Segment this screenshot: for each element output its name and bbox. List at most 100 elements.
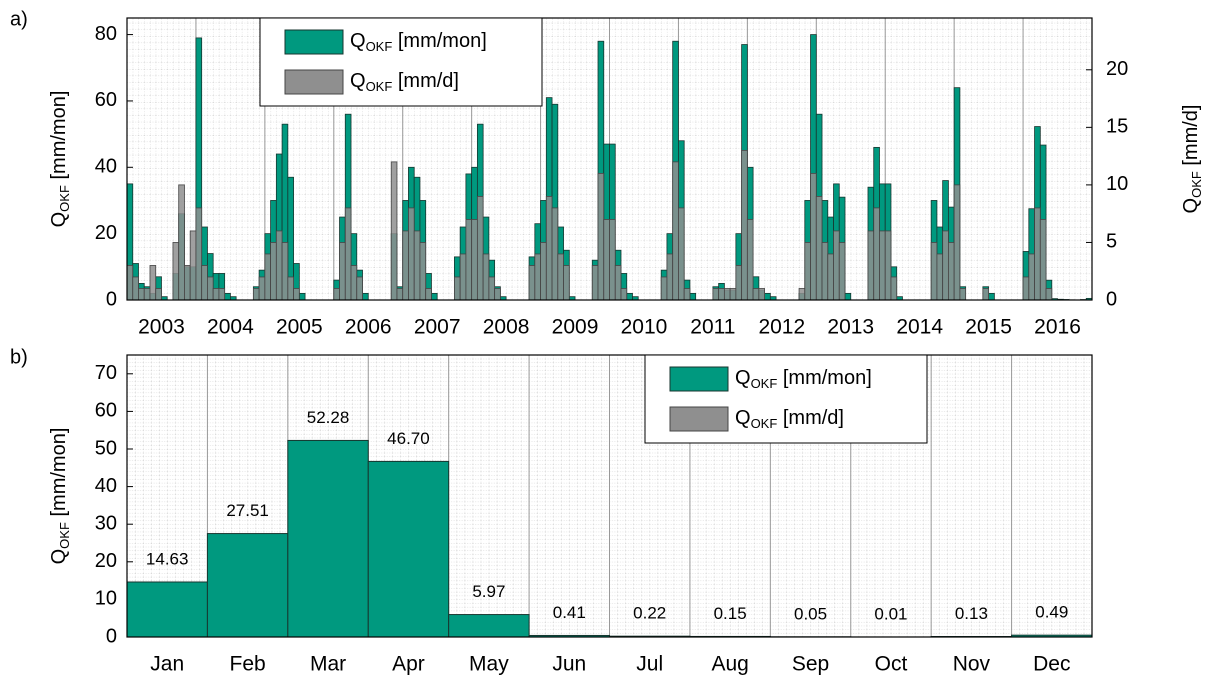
y2-tick-label: 10 [1106, 173, 1128, 195]
daily-bar [282, 242, 288, 300]
bar [449, 615, 529, 637]
daily-bar [610, 219, 616, 300]
bar [127, 582, 207, 637]
daily-bar [426, 288, 432, 300]
value-label: 5.97 [472, 582, 505, 601]
daily-bar [799, 288, 805, 300]
daily-bar [495, 288, 501, 300]
x-tick-label: May [469, 653, 509, 676]
x-tick-label: Oct [875, 653, 908, 676]
x-tick-label: 2012 [758, 316, 805, 339]
daily-bar [213, 288, 219, 300]
monthly-bar [765, 293, 771, 300]
daily-bar [173, 242, 179, 300]
daily-bar [816, 196, 822, 300]
x-tick-label: 2010 [621, 316, 668, 339]
daily-bar [483, 254, 489, 300]
label-unit: [mm/d] [1180, 105, 1202, 172]
daily-bar [414, 231, 420, 300]
y-tick-label: 80 [95, 23, 117, 45]
x-tick-label: Dec [1033, 653, 1070, 676]
daily-bar [730, 288, 736, 300]
x-tick-label: Jun [552, 653, 586, 676]
y2-axis-label: QOKF [mm/d] [1180, 105, 1204, 214]
x-tick-label: Nov [953, 653, 991, 676]
y-tick-label: 70 [95, 362, 117, 384]
daily-bar [719, 288, 725, 300]
daily-bar [179, 185, 185, 300]
daily-bar [759, 288, 765, 300]
daily-bar [345, 208, 351, 300]
daily-bar [678, 208, 684, 300]
y-tick-label: 20 [95, 550, 117, 572]
label-main: Q [350, 30, 366, 52]
y-axis-label: QOKF [mm/mon] [48, 428, 72, 565]
y-tick-label: 40 [95, 475, 117, 497]
daily-bar [271, 242, 277, 300]
daily-bar [673, 162, 679, 300]
daily-bar [408, 208, 414, 300]
bar [288, 440, 368, 637]
daily-bar [667, 254, 673, 300]
label-unit: [mm/mon] [392, 30, 486, 52]
daily-bar [943, 231, 949, 300]
daily-bar [466, 219, 472, 300]
label-main: Q [1180, 198, 1202, 214]
x-tick-label: Aug [711, 653, 748, 676]
daily-bar [1040, 219, 1046, 300]
daily-bar [535, 254, 541, 300]
value-label: 0.41 [553, 603, 586, 622]
daily-bar [334, 288, 340, 300]
y2-tick-label: 20 [1106, 58, 1128, 80]
monthly-bar [989, 293, 995, 300]
daily-bar [592, 265, 598, 300]
daily-bar [954, 185, 960, 300]
y-tick-label: 0 [106, 625, 117, 647]
label-sub: OKF [1189, 171, 1204, 198]
x-tick-label: 2003 [138, 316, 185, 339]
daily-bar [742, 150, 748, 300]
daily-bar [822, 242, 828, 300]
daily-bar [621, 288, 627, 300]
legend-swatch [670, 407, 728, 431]
daily-bar [891, 277, 897, 300]
daily-bar [288, 277, 294, 300]
y-tick-label: 60 [95, 400, 117, 422]
daily-bar [747, 219, 753, 300]
daily-bar [357, 277, 363, 300]
daily-bar [983, 288, 989, 300]
x-tick-label: Jul [636, 653, 663, 676]
daily-bar [1023, 277, 1029, 300]
y-tick-label: 10 [95, 588, 117, 610]
bar [207, 534, 287, 637]
daily-bar [472, 219, 478, 300]
daily-bar [724, 288, 730, 300]
x-tick-label: 2007 [414, 316, 461, 339]
daily-bar [190, 231, 196, 300]
x-tick-label: 2008 [483, 316, 530, 339]
x-tick-label: Apr [392, 653, 425, 676]
value-label: 0.01 [874, 604, 907, 623]
daily-bar [127, 265, 133, 300]
legend-swatch [285, 30, 343, 54]
label-main: Q [48, 212, 70, 228]
value-label: 0.22 [633, 604, 666, 623]
daily-bar [552, 208, 558, 300]
daily-bar [259, 277, 265, 300]
value-label: 0.13 [955, 604, 988, 623]
daily-bar [811, 173, 817, 300]
daily-bar [684, 288, 690, 300]
label-main: Q [735, 407, 751, 429]
label-unit: [mm/d] [392, 70, 459, 92]
x-tick-label: 2016 [1034, 316, 1081, 339]
y-tick-label: 30 [95, 512, 117, 534]
monthly-bar [299, 293, 305, 300]
daily-bar [454, 277, 460, 300]
x-tick-label: 2006 [345, 316, 392, 339]
daily-bar [397, 288, 403, 300]
daily-bar [156, 288, 162, 300]
daily-bar [558, 254, 564, 300]
daily-bar [604, 219, 610, 300]
x-tick-label: Jan [150, 653, 184, 676]
daily-bar [276, 231, 282, 300]
